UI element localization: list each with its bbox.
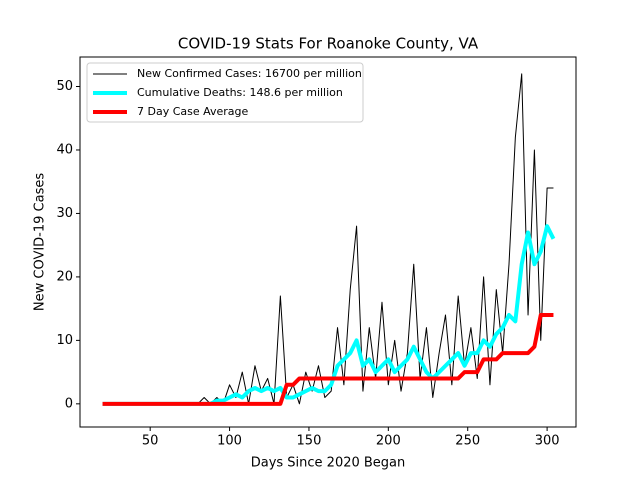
x-tick-label: 300 bbox=[535, 434, 560, 449]
y-tick-label: 40 bbox=[56, 142, 73, 157]
x-axis-label: Days Since 2020 Began bbox=[251, 456, 406, 471]
legend-label: New Confirmed Cases: 16700 per million bbox=[137, 67, 362, 80]
y-tick-label: 20 bbox=[56, 269, 73, 284]
x-tick-label: 50 bbox=[142, 434, 159, 449]
legend-box bbox=[86, 62, 364, 123]
x-tick-label: 200 bbox=[376, 434, 401, 449]
y-tick-label: 30 bbox=[56, 206, 73, 221]
series-line bbox=[102, 73, 554, 405]
y-tick-label: 50 bbox=[56, 79, 73, 94]
axes-frame bbox=[79, 56, 577, 428]
y-tick-label: 10 bbox=[56, 333, 73, 348]
legend-label: 7 Day Case Average bbox=[137, 105, 249, 118]
chart-title: COVID-19 Stats For Roanoke County, VA bbox=[178, 35, 479, 53]
legend-label: Cumulative Deaths: 148.6 per million bbox=[137, 86, 343, 99]
x-tick-label: 100 bbox=[217, 434, 242, 449]
x-tick-label: 150 bbox=[297, 434, 322, 449]
x-tick-label: 250 bbox=[455, 434, 480, 449]
series-line bbox=[102, 312, 554, 406]
y-axis-label: New COVID-19 Cases bbox=[33, 173, 48, 311]
y-tick-label: 0 bbox=[65, 396, 73, 411]
